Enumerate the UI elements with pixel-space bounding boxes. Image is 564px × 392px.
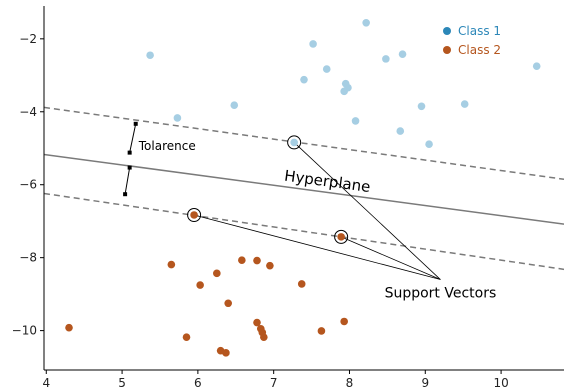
support-vector-ring [334,229,349,244]
support-vectors-label: Support Vectors [385,286,497,302]
x-tick-label: 8 [346,376,354,390]
tolerance-label: Tolarence [138,139,196,153]
x-tick-label: 5 [118,376,126,390]
x-tick-label: 9 [421,376,429,390]
tolerance-marker [123,192,128,197]
tolerance-segment [124,167,131,195]
class-2-point [260,333,268,341]
class-1-point [460,100,469,108]
class-2-point [167,260,176,269]
class-2-point [224,299,232,308]
class-1-point [322,65,331,73]
class-2-point [65,323,73,332]
class-1-point [309,40,317,48]
class-2-point [238,256,246,265]
y-tick-label: −4 [19,105,37,119]
x-tick-label: 10 [493,376,508,390]
class-2-point [190,211,198,219]
margin-line-upper [44,106,564,180]
legend-marker [443,46,451,54]
support-vector-ring [187,207,202,222]
support-vector-connector [293,142,441,280]
support-vector-connector [193,214,441,280]
class-1-point [382,55,390,63]
class-1-point [425,140,433,149]
class-1-point [146,51,154,60]
class-2-point [266,261,274,270]
class-2-point [340,317,348,326]
class-2-point [213,269,221,278]
y-tick-label: −10 [12,324,37,338]
class-1-point [532,62,541,70]
class-1-point [417,102,426,111]
class-1-point [362,18,370,27]
class-1-point [344,83,352,92]
class-2-point [222,349,230,357]
legend-marker [443,27,451,35]
axes-layer: 4 5 6 7 8 9 10 −2 −4 −6 −8 −10 [12,6,564,390]
class-2-point [253,256,261,265]
class-2-point [317,327,326,335]
class-1-point [173,114,182,122]
class-1-point [290,138,298,147]
class-2-point [196,281,204,289]
tolerance-marker [127,150,132,155]
class-2-point [337,233,345,241]
class-2-point [253,318,261,327]
x-tick-label: 4 [42,376,50,390]
class-1-point [396,127,405,135]
legend-label: Class 2 [458,43,501,57]
class-1-point [351,117,360,125]
margin-line-lower [44,192,564,271]
class-1-point [300,75,308,84]
points-layer [65,18,541,357]
class-1-point [230,101,239,110]
support-vector-connector [340,236,441,280]
y-tick-label: −2 [19,32,37,46]
tolerance-marker [133,121,138,126]
x-tick-label: 7 [270,376,278,390]
support-vector-ring [287,135,302,150]
legend-label: Class 1 [458,24,501,38]
tolerance-segment [129,123,137,153]
class-1-point [398,50,407,58]
class-2-point [182,333,191,341]
y-tick-label: −8 [19,251,37,265]
class-2-point [297,280,306,288]
tolerance-marker [127,165,132,170]
x-tick-label: 6 [194,376,202,390]
legend: Class 1 Class 2 [443,24,501,57]
y-tick-label: −6 [19,178,37,192]
